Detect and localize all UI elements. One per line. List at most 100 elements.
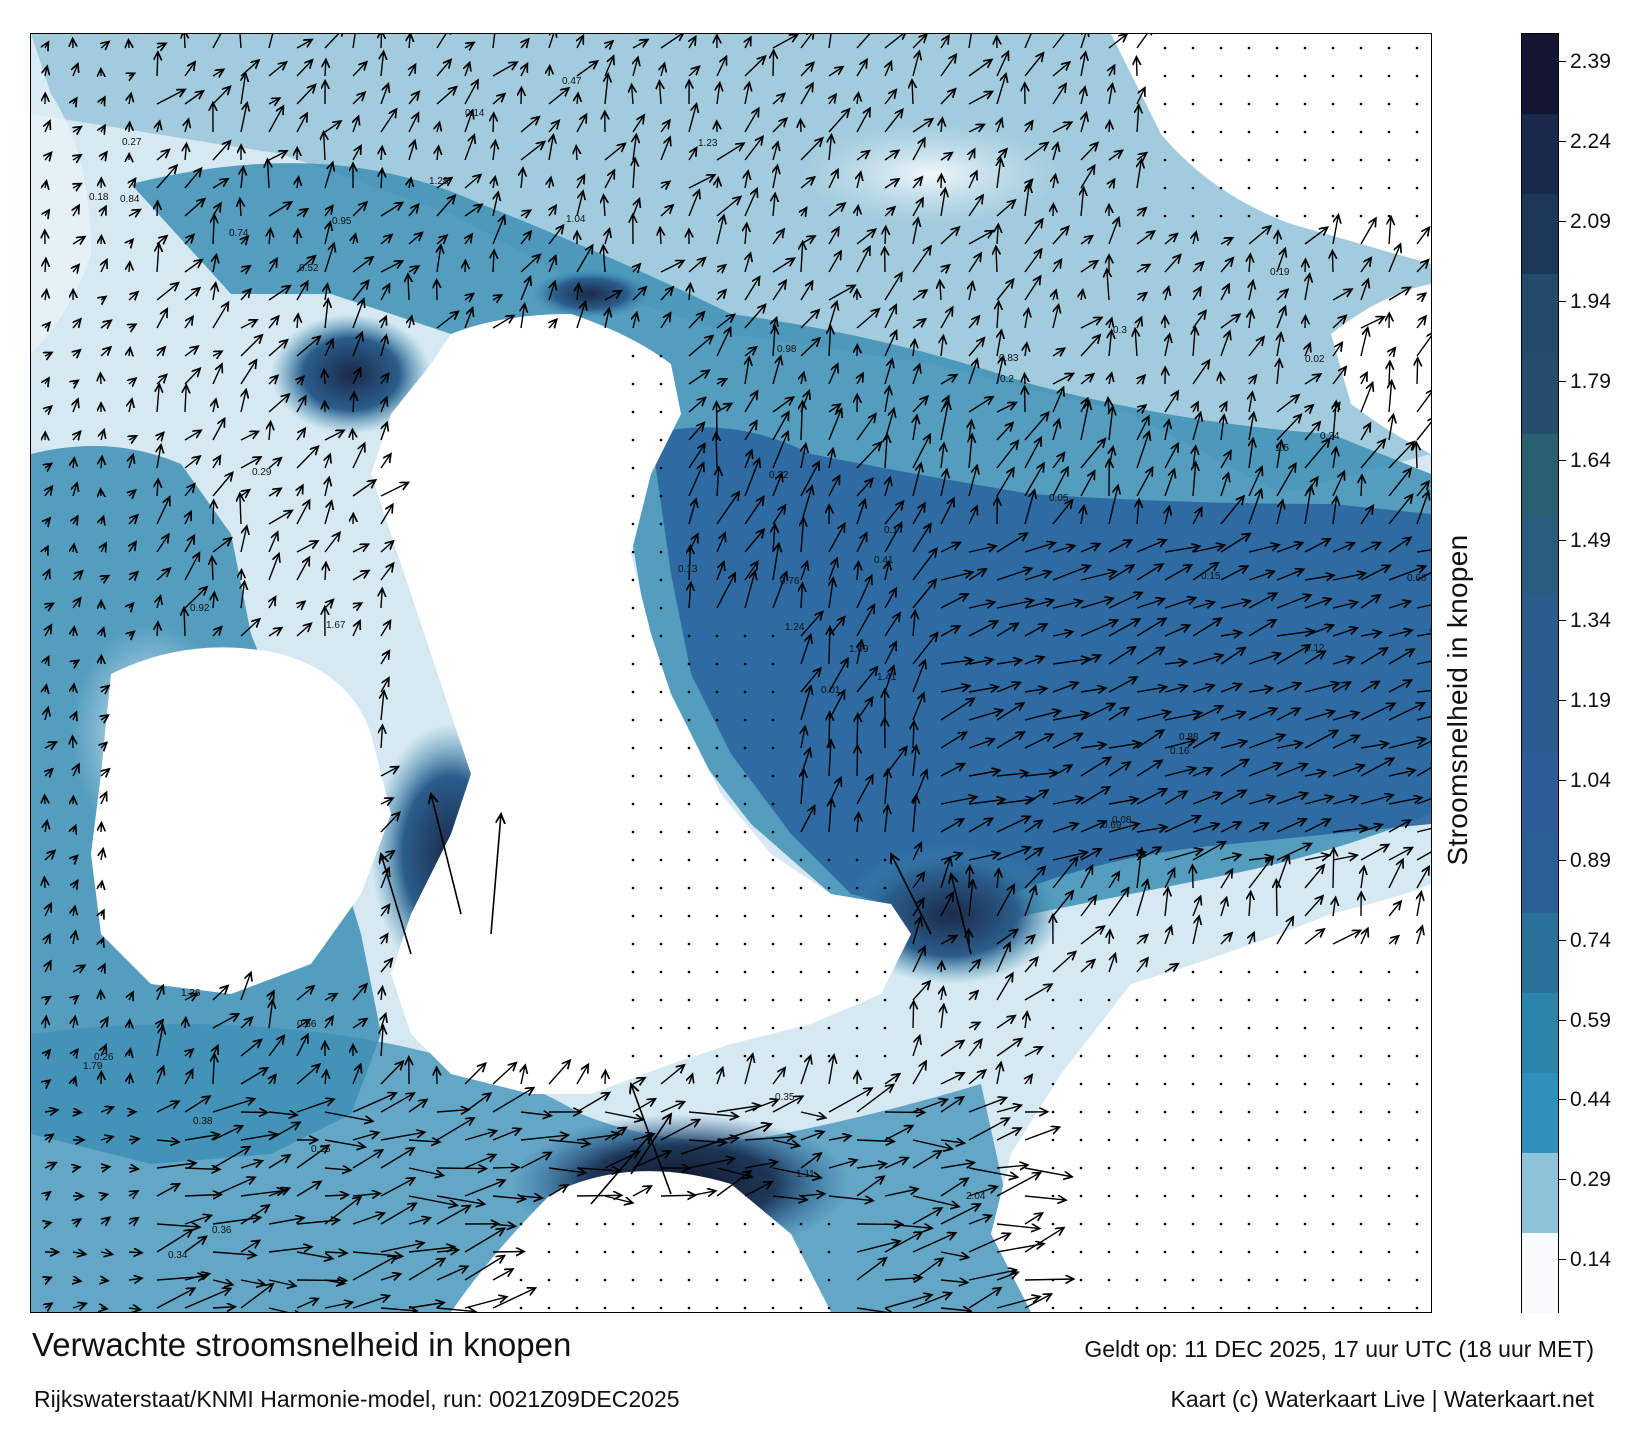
grid-dot [1135, 1138, 1139, 1142]
current-arrow [660, 261, 684, 273]
current-arrow [380, 621, 391, 637]
grid-dot [715, 970, 719, 974]
current-arrow [324, 533, 340, 553]
current-arrow [101, 297, 106, 300]
grid-dot [547, 1306, 551, 1310]
grid-dot [1359, 1222, 1363, 1226]
grid-dot [1275, 74, 1279, 78]
current-arrow [660, 228, 661, 245]
grid-dot [1275, 970, 1279, 974]
grid-dot [1051, 1250, 1055, 1254]
current-arrow [604, 1195, 633, 1203]
grid-dot [1051, 1166, 1055, 1170]
current-arrow [129, 1074, 130, 1085]
current-arrow [884, 1112, 925, 1113]
current-arrow [129, 436, 137, 440]
current-arrow [73, 764, 79, 777]
current-arrow [800, 668, 821, 693]
current-arrow [744, 1137, 795, 1141]
current-arrow [241, 390, 246, 413]
grid-dot [1359, 1082, 1363, 1086]
current-arrow [520, 210, 531, 216]
grid-dot [1107, 998, 1111, 1002]
current-arrow [800, 177, 815, 189]
current-arrow [856, 576, 872, 609]
grid-dot [1275, 1138, 1279, 1142]
current-arrow [913, 415, 917, 441]
grid-dot [1331, 214, 1335, 218]
current-arrow [856, 442, 881, 469]
grid-dot [1359, 46, 1363, 50]
current-arrow [45, 406, 52, 412]
current-arrow [296, 256, 315, 273]
grid-dot [715, 802, 719, 806]
current-arrow [717, 265, 726, 272]
current-arrow [772, 412, 789, 441]
current-arrow [744, 56, 765, 77]
grid-dot [855, 1026, 859, 1030]
grid-dot [1387, 158, 1391, 162]
current-arrow [73, 684, 74, 692]
grid-dot [659, 634, 663, 638]
current-arrow [128, 210, 140, 216]
legend-tick-label: 1.04 [1570, 768, 1611, 792]
grid-dot [1163, 102, 1167, 106]
grid-dot [659, 1026, 663, 1030]
speed-value-label: 1.67 [326, 620, 346, 631]
current-arrow [828, 1136, 851, 1140]
speed-value-label: 0.74 [229, 228, 249, 239]
grid-dot [1135, 1026, 1139, 1030]
grid-dot [799, 1026, 803, 1030]
pentland-firth-core [531, 269, 651, 319]
grid-dot [715, 858, 719, 862]
current-arrow [353, 234, 356, 245]
grid-dot [1415, 186, 1419, 190]
current-arrow [185, 144, 187, 161]
grid-dot [687, 1054, 691, 1058]
current-arrow [884, 1126, 913, 1141]
current-arrow [324, 1016, 333, 1029]
current-arrow [352, 368, 360, 385]
speed-value-label: 0.35 [775, 1092, 795, 1103]
current-arrow [101, 769, 109, 776]
current-arrow [101, 628, 104, 636]
grid-dot [1275, 1166, 1279, 1170]
current-arrow [745, 37, 751, 49]
grid-dot [1051, 1054, 1055, 1058]
legend-tick-mark [1559, 140, 1566, 142]
speed-value-label: 0.27 [122, 137, 142, 148]
speed-value-label: 0.92 [190, 603, 210, 614]
current-arrow [1220, 373, 1221, 385]
speed-value-label: 0.2 [1000, 374, 1014, 385]
grid-dot [1331, 158, 1335, 162]
legend-tick-label: 1.94 [1570, 289, 1611, 313]
current-arrow [772, 1096, 803, 1113]
grid-dot [1051, 998, 1055, 1002]
current-arrow [157, 52, 158, 77]
current-arrow [353, 392, 354, 413]
grid-dot [1387, 46, 1391, 50]
map-title: Verwachte stroomsnelheid in knopen [32, 1326, 572, 1363]
current-arrow [688, 463, 704, 497]
current-arrow [45, 290, 47, 301]
grid-dot [1415, 214, 1419, 218]
current-arrow [912, 843, 921, 861]
current-arrow [800, 281, 813, 301]
legend-tick-mark [1559, 1099, 1566, 1101]
grid-dots [519, 46, 1419, 1310]
grid-dot [659, 690, 663, 694]
current-arrow [240, 1190, 285, 1197]
current-arrow [240, 1161, 262, 1169]
current-arrow [549, 177, 551, 189]
current-arrow [604, 1128, 626, 1141]
current-arrow [801, 583, 802, 609]
current-arrow [464, 1063, 486, 1085]
current-arrow [773, 142, 778, 161]
current-arrow [352, 34, 356, 49]
current-arrow [520, 117, 539, 133]
grid-dot [799, 1306, 803, 1310]
current-arrow [857, 93, 858, 105]
current-arrow [800, 562, 807, 581]
legend-color-band [1522, 593, 1558, 674]
current-arrow [772, 34, 798, 49]
